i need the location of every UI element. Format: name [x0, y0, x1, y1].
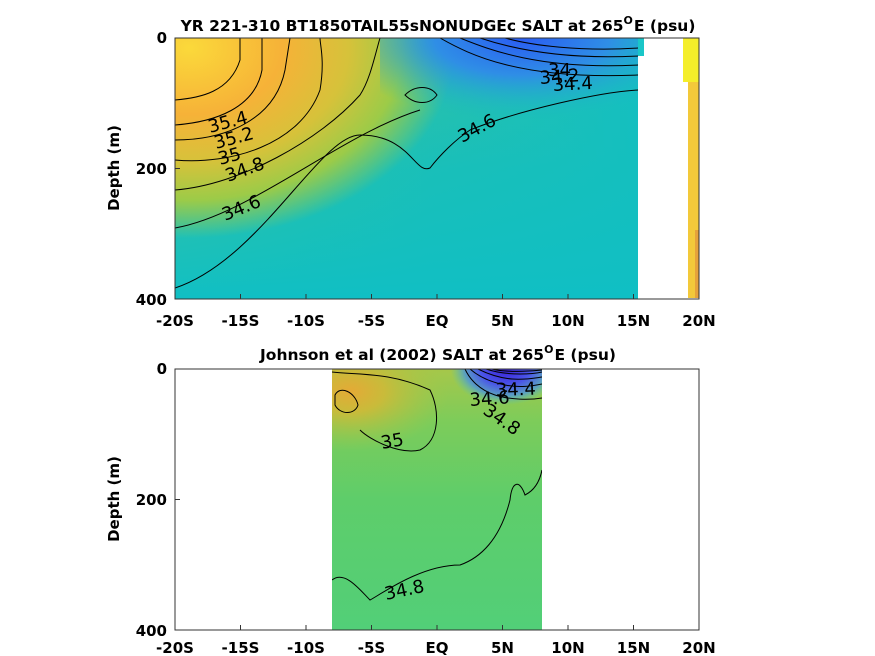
contour-line	[175, 38, 381, 191]
contour-label: 34.2	[539, 65, 580, 89]
x-tick-label: -15S	[222, 639, 260, 656]
x-tick-label: -20S	[156, 639, 194, 656]
top-title: YR 221-310 BT1850TAIL55sNONUDGEc SALT at…	[180, 14, 696, 35]
contour-line	[334, 389, 359, 413]
contour-line	[477, 369, 542, 380]
contour-line	[332, 469, 542, 601]
x-tick-label: -10S	[287, 639, 325, 656]
contour-label: 34.4	[552, 73, 593, 96]
x-tick-label: 15N	[617, 639, 650, 656]
y-tick-label: 400	[136, 622, 167, 640]
contour-line	[459, 38, 638, 67]
bottom-field-fresh	[420, 369, 542, 449]
y-tick-label: 200	[136, 491, 167, 509]
contour-line	[469, 369, 542, 388]
y-tick-label: 0	[157, 360, 167, 378]
top-x-ticks	[174, 294, 700, 299]
x-tick-label: 10N	[551, 312, 584, 330]
x-tick-label: -20S	[156, 312, 194, 330]
bottom-y-ticks	[175, 368, 180, 631]
contour-label: 35	[379, 429, 405, 454]
contour-line	[479, 38, 638, 58]
top-y-ticks	[175, 37, 180, 300]
bottom-x-tick-labels: -20S -15S -10S -5S EQ 5N 10N 15N 20N	[156, 639, 716, 656]
contour-line	[332, 371, 438, 452]
x-tick-label: EQ	[426, 639, 449, 656]
top-y-tick-labels: 0 200 400	[136, 29, 167, 309]
contour-label: 34.4	[495, 379, 536, 401]
x-tick-label: 5N	[491, 639, 514, 656]
contour-line	[439, 38, 638, 77]
x-tick-label: 5N	[491, 312, 514, 330]
top-edge-strip-orange	[688, 82, 699, 298]
x-tick-label: 20N	[682, 639, 715, 656]
x-tick-label: 10N	[551, 639, 584, 656]
top-edge-strip-cyan	[638, 38, 644, 56]
bottom-contours	[332, 369, 542, 601]
x-tick-label: -15S	[222, 312, 260, 330]
contour-line	[175, 38, 241, 101]
bottom-y-axis-label: Depth (m)	[105, 456, 123, 542]
top-contours	[175, 38, 638, 289]
contour-line	[464, 369, 542, 400]
y-tick-label: 0	[157, 29, 167, 47]
contour-line	[491, 369, 542, 372]
contour-line	[175, 109, 421, 229]
contour-line	[504, 38, 638, 50]
top-plot-area: 35.4 35.2 35 34.8 34.6 34.6 34.4 34.2 34	[175, 38, 638, 299]
contour-line	[175, 38, 263, 126]
contour-line	[404, 87, 438, 103]
x-tick-label: 20N	[682, 312, 715, 330]
bottom-title: Johnson et al (2002) SALT at 265OE (psu)	[259, 343, 616, 364]
contour-label: 34.6	[469, 387, 510, 411]
contour-line	[175, 89, 638, 289]
x-tick-label: -10S	[287, 312, 325, 330]
top-x-tick-labels: -20S -15S -10S -5S EQ 5N 10N 15N 20N	[156, 312, 716, 330]
bottom-panel: Johnson et al (2002) SALT at 265OE (psu)…	[105, 343, 716, 656]
contour-line	[485, 369, 542, 375]
top-edge-strip-orange-low	[695, 230, 699, 298]
x-tick-label: 15N	[617, 312, 650, 330]
x-tick-label: -5S	[358, 312, 385, 330]
y-tick-label: 400	[136, 291, 167, 309]
top-edge-strip-yellow	[683, 38, 699, 82]
y-tick-label: 200	[136, 160, 167, 178]
bottom-x-ticks	[174, 625, 700, 630]
top-y-axis-label: Depth (m)	[105, 125, 123, 211]
contour-line	[175, 38, 323, 162]
top-panel: YR 221-310 BT1850TAIL55sNONUDGEc SALT at…	[105, 14, 716, 330]
contour-label: 34	[548, 60, 571, 81]
x-tick-label: EQ	[426, 312, 449, 330]
bottom-y-tick-labels: 0 200 400	[136, 360, 167, 640]
x-tick-label: -5S	[358, 639, 385, 656]
bottom-plot-area: 35 34.8 34.6 34.4 34.8	[332, 369, 542, 630]
contour-line	[175, 38, 291, 141]
